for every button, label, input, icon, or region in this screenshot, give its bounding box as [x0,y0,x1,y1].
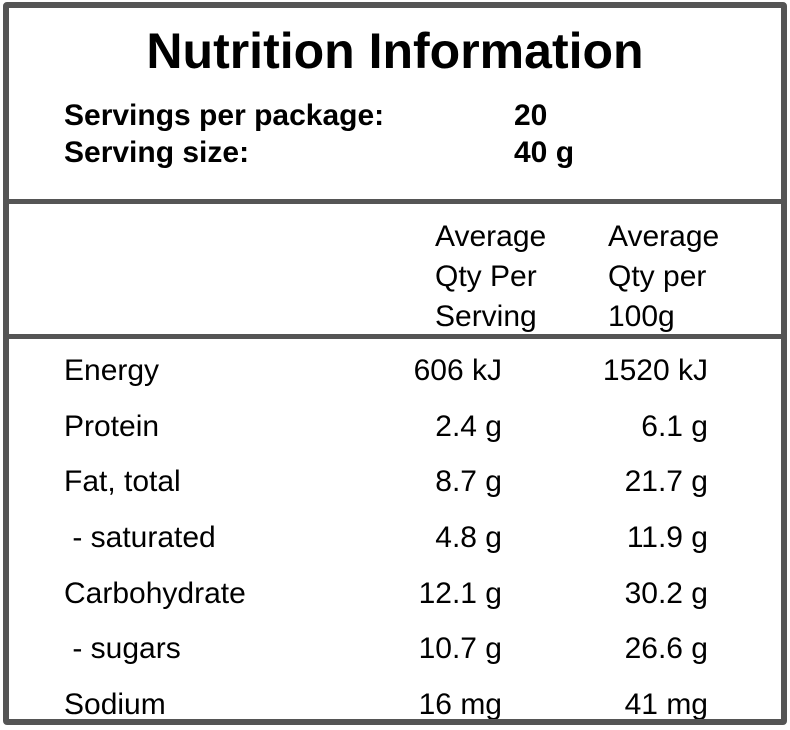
per-100g-value: 30.2 g [624,576,708,610]
nutrient-row: Sodium 16 mg 41 mg [9,677,781,722]
nutrition-label: Nutrition Information Servings per packa… [3,2,787,725]
nutrient-row: - sugars 10.7 g 26.6 g [9,622,781,678]
per-100g-value: 41 mg [624,688,708,722]
per-serving-value: 8.7 g [435,465,502,499]
per-serving-value: 16 mg [418,688,502,722]
per-100g-header-line: 100g [608,300,675,333]
per-serving-value: 606 kJ [413,353,502,387]
nutrient-column-header [9,217,351,334]
per-100g-value: 21.7 g [624,465,708,499]
per-100g-value: 1520 kJ [602,353,708,387]
servings-per-package-row: Servings per package: 20 [64,97,781,134]
per-serving-header-line: Average [435,220,547,253]
nutrient-name: Protein [64,409,160,443]
per-100g-header-line: Qty per [608,260,707,293]
per-serving-value: 2.4 g [435,409,502,443]
nutrient-row: Carbohydrate 12.1 g 30.2 g [9,566,781,622]
nutrient-name: Carbohydrate [64,576,246,610]
nutrient-name: Fat, total [64,465,181,499]
per-serving-header-line: Qty Per [435,260,537,293]
section-divider [9,334,781,339]
serving-size-value: 40 g [514,136,575,169]
nutrient-name: Energy [64,353,160,387]
nutrient-row: - saturated 4.8 g 11.9 g [9,510,781,566]
servings-block: Servings per package: 20 Serving size: 4… [9,97,781,171]
per-100g-value: 6.1 g [641,409,708,443]
nutrient-table: Energy 606 kJ 1520 kJ Protein 2.4 g 6.1 … [9,339,781,722]
per-100g-value: 11.9 g [626,521,708,555]
serving-size-row: Serving size: 40 g [64,134,781,171]
nutrient-row: Protein 2.4 g 6.1 g [9,399,781,455]
serving-size-label: Serving size: [64,136,250,169]
nutrient-row: Energy 606 kJ 1520 kJ [9,343,781,399]
per-100g-header-line: Average [608,220,720,253]
nutrient-row: Fat, total 8.7 g 21.7 g [9,454,781,510]
column-header-section: Average Qty Per Serving Average Qty per … [9,204,781,334]
per-100g-column-header: Average Qty per 100g [541,217,781,334]
per-serving-value: 12.1 g [418,576,502,610]
per-serving-value: 4.8 g [435,521,502,555]
nutrient-name: Sodium [64,688,166,722]
label-title: Nutrition Information [146,23,644,79]
nutrient-name: - sugars [64,632,181,666]
per-100g-value: 26.6 g [624,632,708,666]
servings-per-package-label: Servings per package: [64,99,385,132]
per-serving-value: 10.7 g [418,632,502,666]
section-divider [9,199,781,204]
nutrient-name: - saturated [64,521,216,555]
per-serving-header-line: Serving [435,300,537,333]
servings-per-package-value: 20 [514,99,548,132]
per-serving-column-header: Average Qty Per Serving [351,217,547,334]
title-section: Nutrition Information Servings per packa… [9,24,781,199]
